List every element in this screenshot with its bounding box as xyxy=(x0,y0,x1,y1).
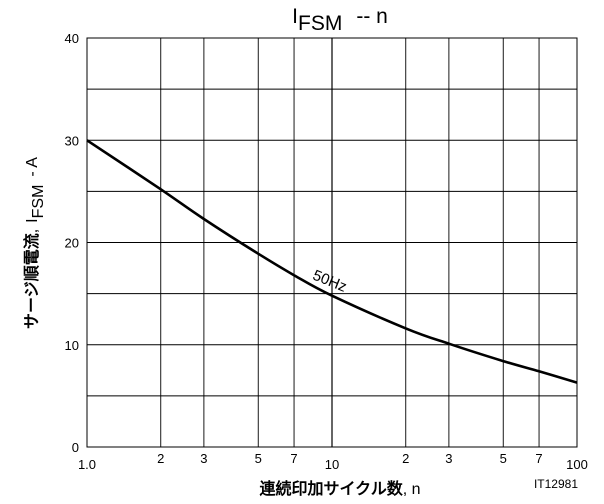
x-tick-label: 10 xyxy=(325,457,339,472)
x-tick-label: 3 xyxy=(445,451,452,466)
y-tick-label: 20 xyxy=(65,236,79,251)
y-axis-label: サージ順電流,IFSM- A xyxy=(22,157,47,329)
x-tick-label: 1.0 xyxy=(78,457,96,472)
x-tick-label: 5 xyxy=(255,451,262,466)
y-tick-label: 10 xyxy=(65,338,79,353)
figure-code: IT12981 xyxy=(534,477,578,491)
series-line xyxy=(86,139,578,384)
x-tick-label: 3 xyxy=(200,451,207,466)
y-tick-label: 30 xyxy=(65,133,79,148)
x-tick-label: 100 xyxy=(566,457,588,472)
x-tick-label: 7 xyxy=(290,451,297,466)
y-tick-label: 40 xyxy=(65,31,79,46)
chart-grid xyxy=(86,37,578,448)
y-tick-label: 0 xyxy=(72,440,79,455)
plot-frame xyxy=(86,37,578,448)
x-tick-label: 7 xyxy=(535,451,542,466)
x-tick-labels: 1.0 2 3 5 7 10 2 3 5 7 100 xyxy=(78,451,588,472)
x-tick-label: 5 xyxy=(500,451,507,466)
y-tick-labels: 0 10 20 30 40 xyxy=(65,31,79,455)
x-tick-label: 2 xyxy=(402,451,409,466)
x-tick-label: 2 xyxy=(157,451,164,466)
chart-title: IFSM -- n xyxy=(292,5,388,35)
series-label: 50Hz xyxy=(310,267,349,296)
x-axis-label: 連続印加サイクル数, n xyxy=(260,479,421,498)
